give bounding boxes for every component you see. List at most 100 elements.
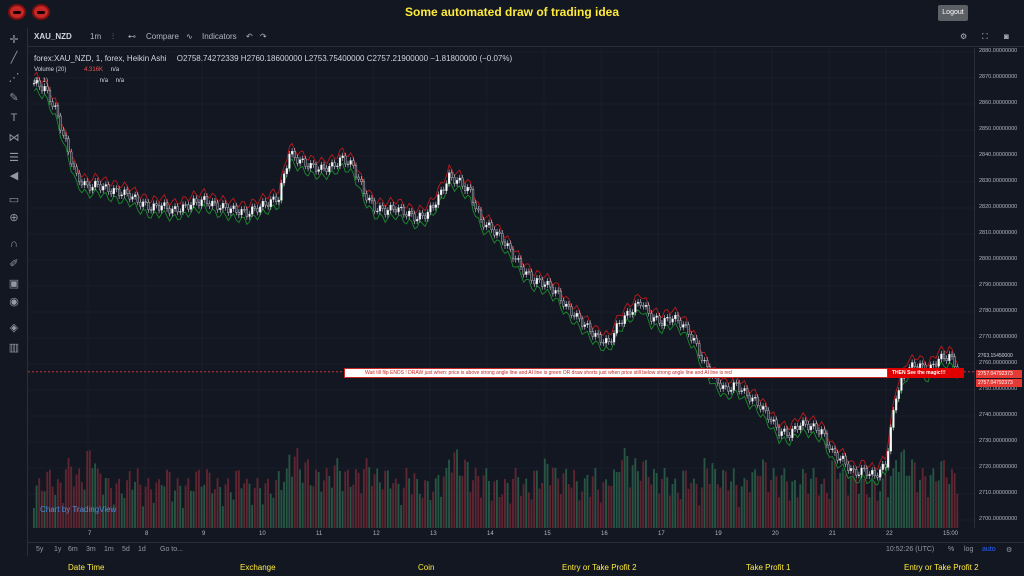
candle	[120, 194, 123, 197]
indicator-label[interactable]: (1, 1)	[34, 78, 49, 84]
pattern-icon[interactable]: ⋈	[8, 132, 20, 144]
auto-toggle[interactable]: auto	[982, 546, 996, 553]
candle	[801, 420, 805, 426]
compare-button[interactable]: Compare	[146, 32, 179, 41]
log-toggle[interactable]: log	[964, 546, 974, 553]
volume-bar	[844, 474, 847, 528]
volume-bar	[336, 458, 339, 528]
candle	[604, 338, 608, 344]
camera-icon[interactable]: ◙	[1004, 32, 1009, 41]
volume-bar	[344, 471, 347, 528]
candle	[352, 160, 355, 166]
volume-bar	[200, 486, 203, 528]
volume-bar	[892, 468, 895, 528]
candle	[283, 173, 286, 184]
volume-bar	[126, 480, 128, 528]
candle	[796, 425, 799, 430]
time-tick: 12	[373, 531, 380, 537]
candle	[336, 165, 339, 167]
range-3m[interactable]: 3m	[86, 546, 96, 553]
candle	[623, 315, 626, 324]
volume-bar	[887, 497, 890, 528]
volume-bar	[594, 468, 597, 528]
prediction-icon[interactable]: ☰	[9, 152, 19, 164]
layers-icon[interactable]: ◈	[9, 322, 19, 334]
volume-bar	[413, 473, 416, 528]
eye-icon[interactable]: ◉	[9, 296, 19, 308]
magnet-icon[interactable]: ∩	[10, 238, 18, 250]
volume-bar	[573, 470, 576, 528]
volume-bar	[599, 502, 602, 528]
fork-icon[interactable]: ⋰	[8, 72, 20, 84]
brush-icon[interactable]: ✎	[9, 92, 19, 104]
volume-bar	[610, 485, 613, 528]
app-header: Some automated draw of trading idea Logo…	[0, 0, 1024, 26]
redo-icon[interactable]: ↷	[260, 32, 267, 41]
range-1y[interactable]: 1y	[54, 546, 62, 553]
volume-label[interactable]: Volume (20)	[34, 67, 67, 73]
chart-canvas[interactable]	[28, 48, 974, 528]
price-chart[interactable]	[28, 48, 974, 528]
undo-icon[interactable]: ↶	[246, 32, 253, 41]
crosshair-icon[interactable]: ✛	[9, 34, 19, 46]
volume-bar	[402, 487, 405, 528]
candle	[663, 317, 666, 326]
candle	[437, 194, 440, 205]
candle	[165, 202, 169, 209]
candle	[384, 208, 387, 215]
range-5y[interactable]: 5y	[36, 546, 44, 553]
candle	[620, 322, 624, 325]
volume-bar	[35, 485, 38, 528]
volume-bar	[533, 470, 536, 528]
time-tick: 13	[430, 531, 437, 537]
percent-toggle[interactable]: %	[948, 546, 955, 553]
trash-icon[interactable]: ▥	[8, 342, 20, 354]
trendline-icon[interactable]: ╱	[10, 52, 18, 64]
candle	[812, 423, 815, 427]
back-arrow-icon[interactable]: ◀	[9, 170, 19, 182]
volume-bar	[876, 500, 879, 528]
candle	[62, 129, 65, 136]
indicators-button[interactable]: Indicators	[202, 32, 237, 41]
lock-icon[interactable]: ▣	[8, 278, 20, 290]
range-1d[interactable]: 1d	[138, 546, 146, 553]
zoom-icon[interactable]: ⊕	[9, 212, 19, 224]
price-tick: 2770.00000000	[979, 334, 1018, 340]
interval-selector[interactable]: 1m	[90, 32, 102, 41]
stay-drawing-icon[interactable]: ✐	[9, 258, 19, 270]
bar-style-icon[interactable]: ⫶	[112, 32, 114, 41]
ruler-icon[interactable]: ▭	[8, 194, 20, 206]
range-5d[interactable]: 5d	[122, 546, 130, 553]
volume-bar	[139, 484, 142, 528]
tradingview-watermark[interactable]: Chart by TradingView	[40, 505, 117, 514]
legend-symbol[interactable]: forex:XAU_NZD, 1, forex, Heikin Ashi	[34, 54, 167, 63]
volume-bar	[724, 471, 727, 528]
settings-icon[interactable]: ⚙	[1006, 547, 1013, 554]
candle	[495, 231, 499, 236]
candle	[272, 196, 275, 200]
candle	[940, 353, 943, 360]
volume-bar	[432, 491, 435, 528]
volume-bar	[256, 478, 259, 528]
candle	[243, 209, 246, 211]
volume-bar	[700, 487, 703, 528]
symbol-selector[interactable]: XAU_NZD	[34, 32, 72, 41]
indicators-icon[interactable]: ∿	[186, 32, 193, 41]
volume-bar	[237, 470, 240, 528]
logout-button[interactable]: Logout	[938, 5, 968, 21]
range-1m[interactable]: 1m	[104, 546, 114, 553]
volume-bar	[91, 468, 94, 528]
compare-icon[interactable]: ⊷	[128, 32, 136, 41]
price-axis[interactable]: 2880.00000000 2870.00000000 2860.00000000 2…	[974, 48, 1024, 528]
candle	[487, 222, 491, 226]
text-icon[interactable]: T	[10, 112, 18, 124]
volume-bar	[655, 472, 658, 528]
range-6m[interactable]: 6m	[68, 546, 78, 553]
volume-bar	[831, 460, 834, 528]
volume-bar	[410, 494, 413, 528]
candle	[589, 323, 592, 332]
fullscreen-icon[interactable]: ⛶	[982, 32, 988, 41]
volume-bar	[136, 468, 139, 528]
settings-icon[interactable]: ⚙	[960, 32, 968, 41]
goto-button[interactable]: Go to...	[160, 546, 183, 553]
